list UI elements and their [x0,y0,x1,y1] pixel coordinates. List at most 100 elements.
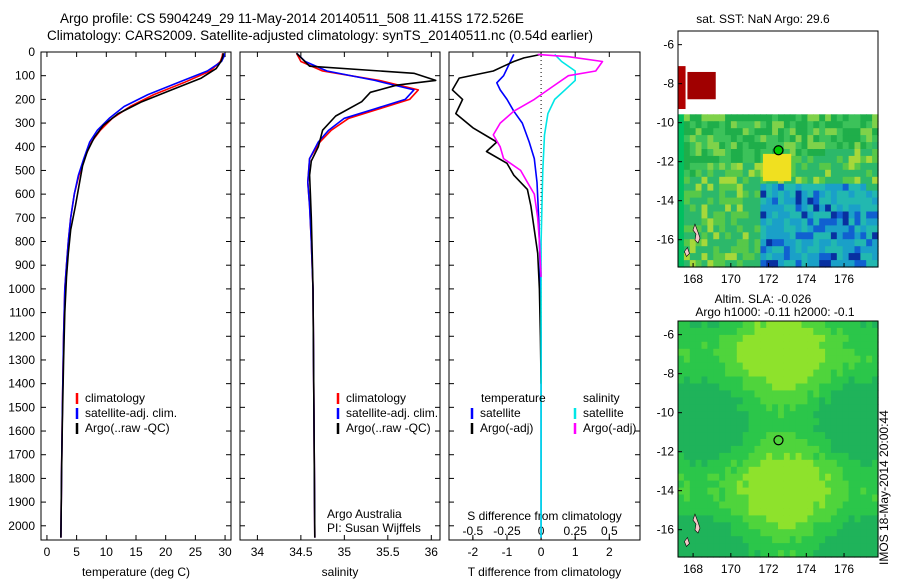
salinity-xtick-label: 34 [251,545,265,559]
sla-map-cell [872,348,879,357]
sla-map-cell [683,515,691,523]
sla-map-cell [825,390,832,398]
sla-map-cell [689,321,697,329]
sla-map-cell [795,362,803,371]
sst-map-cell [860,149,867,157]
sla-map-cell [830,390,838,398]
sst-map-cell [713,218,720,226]
sst-map-cell [830,162,838,171]
sla-map-cell [683,411,691,419]
sla-map-cell [836,411,844,419]
sla-map-cell [819,390,826,398]
sst-map-cell [689,190,697,199]
sla-map-cell [866,432,873,440]
sst-map-cell [825,197,832,206]
sla-map-cell [719,397,726,405]
sla-map-cell [866,376,873,384]
sla-map-cell [689,355,697,364]
sla-map-cell [854,418,861,426]
sst-map-frame [677,30,879,268]
sst-map-cell [772,253,779,261]
sla-map-cell [713,321,720,329]
sla-map-frame [677,320,879,558]
sla-map-cell [866,411,873,419]
sst-map-cell [707,114,714,122]
sst-map-cell [801,218,808,226]
sla-map-cell [860,529,867,537]
sst-map-cell [795,155,803,164]
sst-map-cell [819,197,826,206]
sla-map-cell [707,432,714,440]
sla-map-cell [719,432,726,440]
sla-map-cell [707,494,714,502]
depth-tick-label: 800 [15,235,35,249]
sst-map-cell [678,155,685,164]
sst-map-cell [783,225,791,233]
series-differences-salinity-satellite [540,53,577,538]
sst-map-cell [719,114,726,122]
sla-map-cell [713,494,720,502]
sla-map-cell [872,515,879,523]
sst-map-cell [813,253,820,261]
figure-title-line-1: Argo profile: CS 5904249_29 11-May-2014 … [60,11,524,26]
sla-map-cell [842,543,850,551]
sla-map-cell [742,432,750,440]
sst-map-cell [678,176,685,185]
sla-map-cell [689,397,697,405]
sla-map-cell [860,383,867,391]
sst-map-cell [801,239,808,247]
sst-map-cell [807,225,814,233]
sst-map-cell [813,128,820,136]
sla-map-cell [836,362,844,371]
sla-map-cell [825,321,832,329]
sla-map-cell [860,445,867,454]
sst-map-cell [866,197,873,206]
sla-map-cell [836,327,844,336]
sst-map-cell [848,246,856,254]
sst-map-cell [807,204,814,212]
sst-map-cell [872,155,879,164]
sst-map-cell [842,162,850,171]
sla-map-cell [795,452,803,461]
sst-map-cell [795,190,803,199]
sla-map-cell [854,411,861,419]
sla-map-cell [789,355,797,364]
sla-map-cell [766,501,773,509]
sst-map-cell [854,169,861,178]
sst-map-cell [760,218,767,226]
sla-map-cell [766,459,773,468]
sst-map-cell [695,142,703,150]
sla-map-cell [695,404,703,412]
sla-map-cell [707,445,714,454]
sla-map-cell [783,439,791,447]
sla-map-cell [872,362,879,371]
sla-map-cell [842,327,850,336]
sla-map-cell [836,341,844,350]
sst-map-cell [678,232,685,240]
sla-map-cell [730,418,738,426]
sla-map-cell [748,501,756,509]
sla-map-cell [830,341,838,350]
sla-map-cell [766,494,773,502]
sla-map-cell [742,362,750,371]
sst-map-cell [754,155,761,164]
sst-map-cell [848,253,856,261]
legend-entry: Argo(..raw -QC) [85,421,170,435]
sla-map-cell [848,362,856,371]
sst-map-cell [736,197,744,206]
sla-map-cell [848,487,856,496]
sst-map-cell [748,155,756,164]
sst-map-cell [813,239,820,247]
sst-map-cell [836,183,844,192]
sla-map-cell [825,404,832,412]
sst-map-cell [678,162,685,171]
legend-entry: satellite [583,406,624,420]
sla-map-xtick-label: 174 [796,562,816,576]
sla-map-cell [830,452,838,461]
sla-map-cell [701,536,708,544]
sla-map-cell [783,418,791,426]
sla-map-cell [789,411,797,419]
sla-map-cell [872,543,879,551]
sla-map-cell [807,341,814,350]
sla-map-cell [713,362,720,371]
